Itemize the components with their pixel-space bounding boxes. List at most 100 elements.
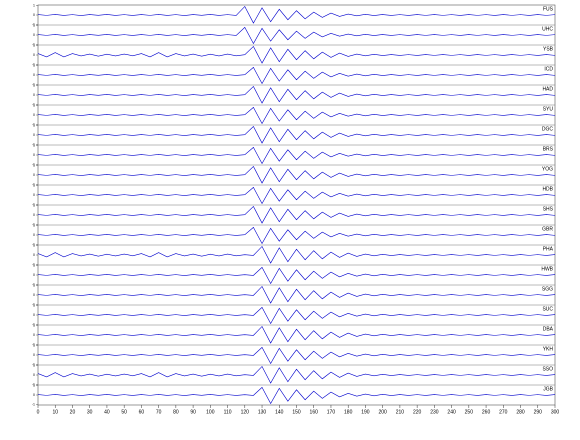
y-tick-label: -1 (32, 102, 35, 106)
y-tick-label: -1 (32, 282, 35, 286)
station-label: YSB (543, 46, 554, 52)
station-label: JGB (543, 386, 553, 392)
x-tick-label: 40 (104, 409, 110, 415)
y-tick-label: 0 (33, 33, 35, 37)
waveform (37, 226, 556, 245)
x-tick-label: 30 (87, 409, 93, 415)
y-tick-label: 0 (33, 113, 35, 117)
waveform (37, 266, 556, 285)
x-tick-label: 200 (378, 409, 387, 415)
x-tick-label: 250 (465, 409, 474, 415)
y-tick-label: 1 (33, 3, 35, 7)
x-tick-label: 280 (516, 409, 525, 415)
y-tick-label: 1 (33, 263, 35, 267)
station-label: GBR (542, 226, 553, 232)
y-tick-label: -1 (32, 302, 35, 306)
y-tick-label: 1 (33, 103, 35, 107)
station-label: SYU (543, 106, 554, 112)
y-tick-label: 1 (33, 163, 35, 167)
x-tick-label: 260 (482, 409, 491, 415)
x-tick-label: 160 (310, 409, 319, 415)
y-tick-label: 1 (33, 383, 35, 387)
y-tick-label: -1 (32, 142, 35, 146)
waveform (37, 5, 556, 24)
x-tick-label: 80 (173, 409, 179, 415)
station-label: DGC (542, 126, 554, 132)
y-tick-label: -1 (32, 382, 35, 386)
waveform (37, 106, 556, 125)
x-tick-label: 110 (224, 409, 232, 415)
y-tick-label: 0 (33, 193, 35, 197)
x-tick-label: 100 (206, 409, 215, 415)
y-tick-label: 0 (33, 133, 35, 137)
waveform (37, 26, 556, 45)
x-tick-label: 50 (121, 409, 127, 415)
x-tick-label: 70 (156, 409, 162, 415)
x-tick-label: 20 (70, 409, 76, 415)
y-tick-label: 1 (33, 303, 35, 307)
y-tick-label: 1 (33, 143, 35, 147)
waveform (37, 66, 556, 85)
station-label: YKH (543, 346, 554, 352)
waveform (37, 125, 556, 144)
waveform (37, 285, 556, 304)
y-tick-label: 1 (33, 283, 35, 287)
x-tick-label: 130 (258, 409, 267, 415)
waveform (37, 186, 556, 205)
y-tick-label: -1 (32, 42, 35, 46)
station-label: PHA (543, 246, 554, 252)
x-tick-label: 210 (396, 409, 405, 415)
y-tick-label: 0 (33, 213, 35, 217)
y-tick-label: -1 (32, 402, 35, 406)
station-label: HAD (542, 86, 553, 92)
y-tick-label: 0 (33, 173, 35, 177)
waveform (37, 365, 556, 384)
y-tick-label: -1 (32, 162, 35, 166)
y-tick-label: 0 (33, 253, 35, 257)
x-tick-label: 170 (327, 409, 336, 415)
y-tick-label: -1 (32, 182, 35, 186)
x-tick-label: 300 (551, 409, 560, 415)
y-tick-label: 1 (33, 43, 35, 47)
waveform (37, 325, 556, 344)
y-tick-label: 1 (33, 243, 35, 247)
x-tick-label: 220 (413, 409, 422, 415)
x-tick-label: 140 (275, 409, 284, 415)
y-tick-label: 1 (33, 363, 35, 367)
station-label: YOG (542, 166, 553, 172)
y-tick-label: 1 (33, 83, 35, 87)
y-tick-label: 0 (33, 333, 35, 337)
x-tick-label: 90 (190, 409, 196, 415)
station-label: BRS (543, 146, 554, 152)
y-tick-label: -1 (32, 122, 35, 126)
x-tick-label: 230 (430, 409, 439, 415)
y-tick-label: 0 (33, 73, 35, 77)
y-tick-label: -1 (32, 262, 35, 266)
y-tick-label: -1 (32, 242, 35, 246)
station-label: FUS (543, 6, 554, 12)
x-tick-label: 0 (37, 409, 40, 415)
station-label: HWB (541, 266, 553, 272)
waveform (37, 45, 556, 64)
x-tick-label: 10 (52, 409, 58, 415)
station-label: HDB (542, 186, 553, 192)
waveform (37, 386, 556, 405)
waveform (37, 146, 556, 165)
y-tick-label: -1 (32, 222, 35, 226)
y-tick-label: 1 (33, 23, 35, 27)
y-tick-label: 0 (33, 293, 35, 297)
waveform (37, 306, 556, 325)
x-tick-label: 240 (447, 409, 456, 415)
x-tick-label: 180 (344, 409, 353, 415)
y-tick-label: 0 (33, 393, 35, 397)
waveform (37, 205, 556, 224)
waveform (37, 245, 556, 264)
x-tick-label: 290 (534, 409, 543, 415)
y-tick-label: 1 (33, 343, 35, 347)
y-tick-label: 1 (33, 203, 35, 207)
y-tick-label: 0 (33, 13, 35, 17)
y-tick-label: -1 (32, 22, 35, 26)
y-tick-label: -1 (32, 82, 35, 86)
waveform (37, 85, 556, 104)
